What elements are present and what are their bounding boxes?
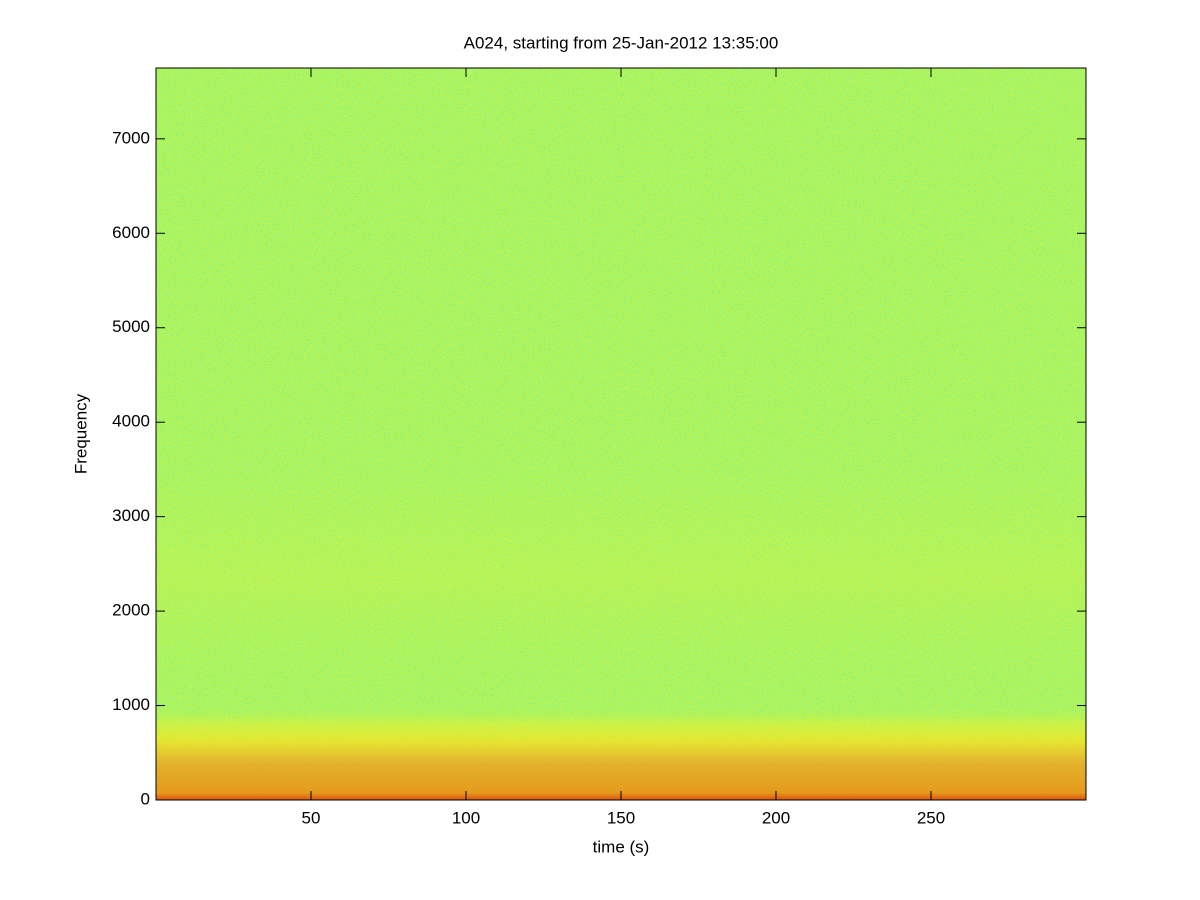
y-axis-label: Frequency	[71, 393, 90, 474]
x-tick-label: 50	[302, 808, 321, 827]
y-tick-label: 4000	[112, 412, 150, 431]
y-tick-label: 3000	[112, 506, 150, 525]
x-tick-label: 200	[762, 808, 790, 827]
y-tick-label: 5000	[112, 317, 150, 336]
y-tick-label: 1000	[112, 695, 150, 714]
chart-title: A024, starting from 25-Jan-2012 13:35:00	[464, 33, 779, 52]
y-tick-label: 0	[141, 789, 150, 808]
y-tick-label: 2000	[112, 601, 150, 620]
y-tick-label: 7000	[112, 128, 150, 147]
x-tick-label: 150	[607, 808, 635, 827]
x-tick-label: 100	[452, 808, 480, 827]
y-tick-label: 6000	[112, 223, 150, 242]
x-tick-label: 250	[917, 808, 945, 827]
spectrogram-band	[156, 68, 1086, 800]
x-axis-label: time (s)	[593, 837, 650, 856]
